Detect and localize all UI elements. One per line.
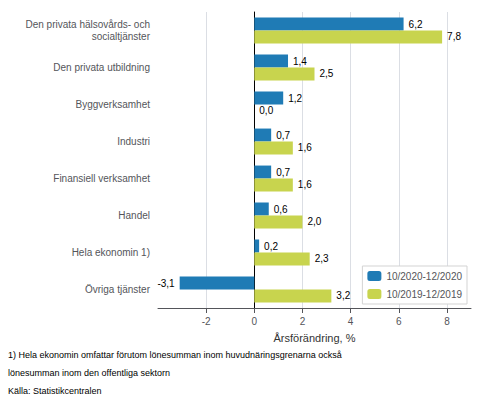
svg-text:1,6: 1,6 [298, 179, 312, 190]
svg-text:1,6: 1,6 [298, 142, 312, 153]
svg-text:0: 0 [252, 316, 258, 327]
svg-text:Hela ekonomin 1): Hela ekonomin 1) [72, 247, 150, 258]
svg-text:7,8: 7,8 [447, 31, 461, 42]
svg-text:0,7: 0,7 [276, 167, 290, 178]
svg-text:2: 2 [300, 316, 306, 327]
svg-text:Den privata utbildning: Den privata utbildning [53, 62, 150, 73]
svg-text:10/2019-12/2019: 10/2019-12/2019 [386, 289, 462, 300]
svg-text:Källa: Statistikcentralen: Källa: Statistikcentralen [8, 386, 102, 396]
svg-text:Industri: Industri [117, 136, 150, 147]
svg-text:6: 6 [396, 316, 402, 327]
svg-text:10/2020-12/2020: 10/2020-12/2020 [386, 271, 462, 282]
svg-text:-2: -2 [202, 316, 211, 327]
svg-text:0,2: 0,2 [264, 241, 278, 252]
svg-text:Övriga tjänster: Övriga tjänster [85, 284, 151, 295]
svg-text:socialtjänster: socialtjänster [92, 31, 151, 42]
svg-text:Årsförändring, %: Årsförändring, % [274, 332, 356, 344]
svg-text:Den privata hälsovårds- och: Den privata hälsovårds- och [25, 19, 150, 30]
svg-text:8: 8 [444, 316, 450, 327]
svg-text:0,0: 0,0 [259, 105, 273, 116]
svg-text:-3,1: -3,1 [157, 278, 175, 289]
svg-text:4: 4 [348, 316, 354, 327]
svg-text:Finansiell verksamhet: Finansiell verksamhet [53, 173, 150, 184]
svg-text:0,6: 0,6 [274, 204, 288, 215]
svg-text:Handel: Handel [118, 210, 150, 221]
svg-text:1,2: 1,2 [288, 93, 302, 104]
svg-text:2,0: 2,0 [307, 216, 321, 227]
svg-text:1,4: 1,4 [293, 56, 307, 67]
svg-text:Byggverksamhet: Byggverksamhet [76, 99, 151, 110]
svg-text:0,7: 0,7 [276, 130, 290, 141]
svg-text:6,2: 6,2 [409, 19, 423, 30]
svg-text:2,3: 2,3 [315, 253, 329, 264]
svg-text:lönesumman inom den offentliga: lönesumman inom den offentliga sektorn [8, 368, 170, 378]
svg-text:3,2: 3,2 [336, 290, 350, 301]
svg-text:2,5: 2,5 [320, 68, 334, 79]
svg-text:1) Hela ekonomin omfattar föru: 1) Hela ekonomin omfattar förutom lönesu… [8, 350, 342, 360]
